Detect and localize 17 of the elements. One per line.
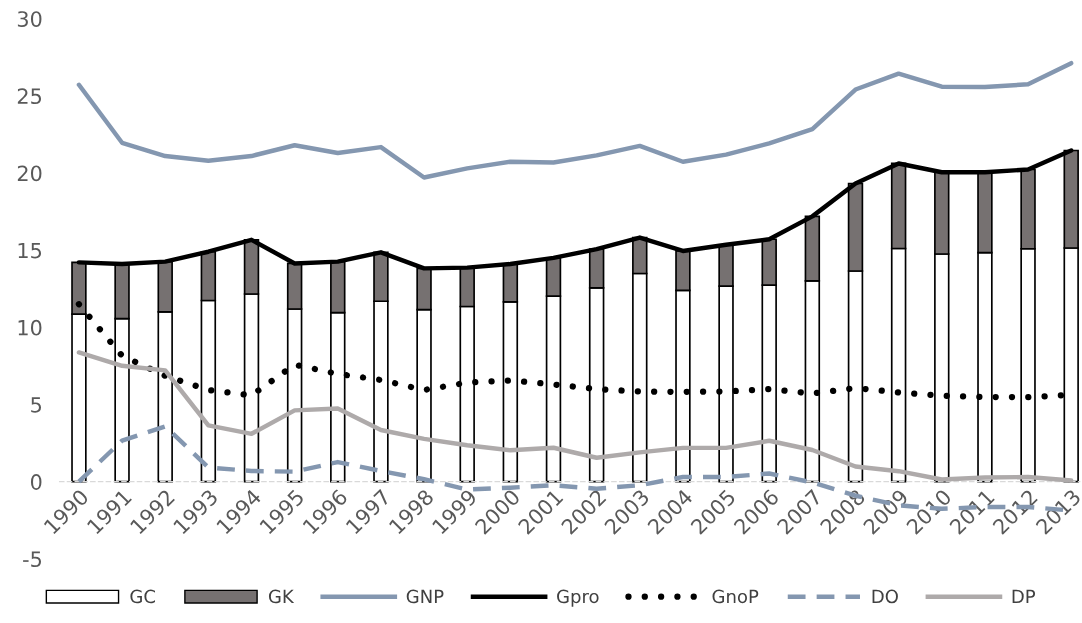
y-tick-label: 15 [18, 242, 42, 259]
legend-label: GK [268, 589, 295, 604]
y-tick-label: -5 [23, 551, 42, 568]
legend-label: DP [1012, 589, 1036, 603]
legend-label: GNP [406, 589, 444, 604]
y-tick-label: 20 [17, 165, 42, 182]
y-tick-label: 25 [17, 88, 42, 105]
y-tick-label: 10 [18, 319, 42, 336]
legend-label: Gpro [557, 589, 599, 607]
line-series [76, 350, 1074, 483]
y-tick-label: 30 [17, 11, 42, 27]
legend-label: DO [872, 589, 898, 604]
y-tick-label: 0 [30, 474, 42, 490]
legend-label: GC [130, 589, 156, 604]
legend-label: GnoP [712, 589, 759, 604]
y-tick-label: 5 [31, 397, 42, 413]
line-series [76, 60, 1074, 180]
